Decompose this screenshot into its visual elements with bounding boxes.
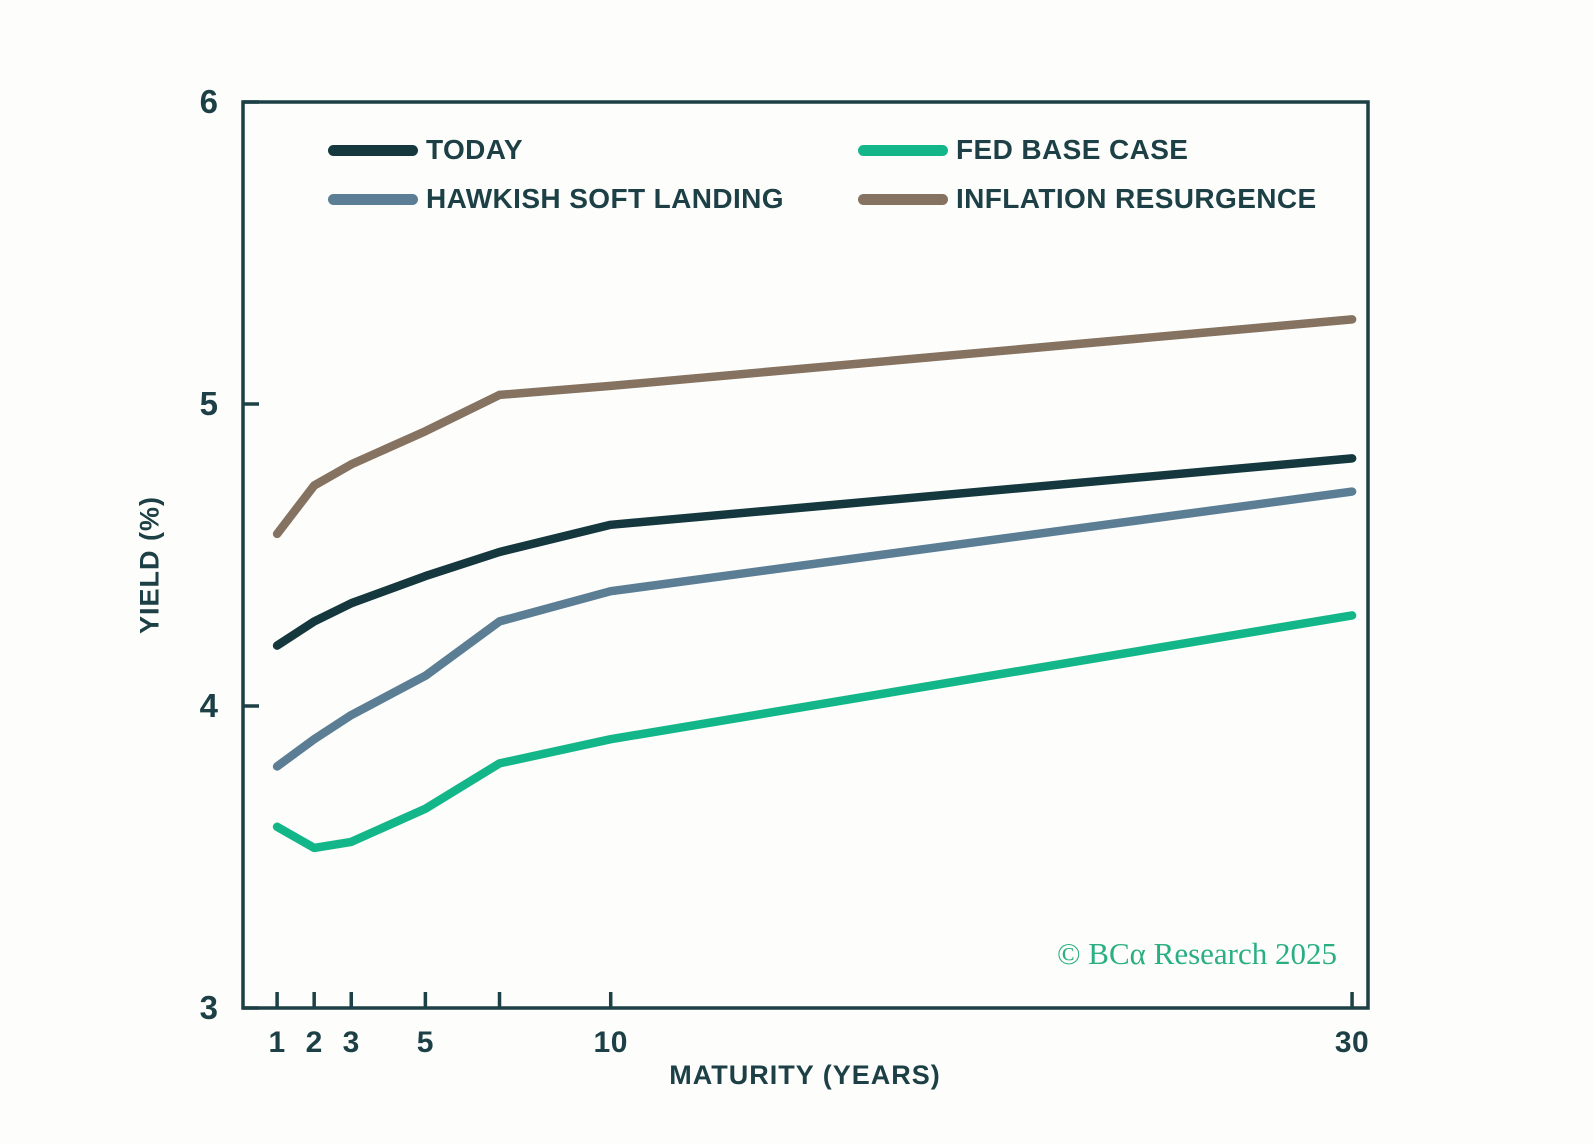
y-tick-label-6: 6 [199, 83, 218, 120]
series-line-inflation-resurgence [272, 315, 1357, 539]
series-line-fed-base-case [272, 611, 1357, 853]
x-axis-title: MATURITY (YEARS) [669, 1060, 941, 1090]
plot-frame [241, 100, 1370, 1010]
y-tick-label-5: 5 [199, 385, 218, 422]
x-tick-label-1: 1 [268, 1026, 286, 1059]
watermark: © BCα Research 2025 [1057, 936, 1337, 971]
legend-label-today: TODAY [426, 134, 523, 165]
y-tick-label-4: 4 [199, 687, 218, 724]
legend-item-today: TODAY [328, 134, 858, 166]
x-tick-label-2: 2 [305, 1026, 323, 1059]
legend-swatch-fed-base-case [858, 144, 948, 156]
legend-label-fed-base-case: FED BASE CASE [956, 134, 1189, 165]
x-tick-label-30: 30 [1334, 1026, 1370, 1059]
legend-item-hawkish-soft-landing: HAWKISH SOFT LANDING [328, 183, 858, 215]
legend-swatch-today [328, 144, 418, 156]
y-tick-label-3: 3 [199, 989, 218, 1026]
legend-item-inflation-resurgence: INFLATION RESURGENCE [858, 183, 1317, 215]
legend-swatch-hawkish-soft-landing [328, 193, 418, 205]
legend-label-inflation-resurgence: INFLATION RESURGENCE [956, 183, 1317, 214]
x-tick-label-5: 5 [416, 1026, 434, 1059]
legend-item-fed-base-case: FED BASE CASE [858, 134, 1317, 166]
series-line-today [272, 454, 1357, 650]
series-line-hawkish-soft-landing [272, 487, 1357, 771]
legend-swatch-inflation-resurgence [858, 193, 948, 205]
x-tick-label-10: 10 [593, 1026, 628, 1059]
y-axis-title: YIELD (%) [134, 495, 165, 635]
x-tick-label-3: 3 [342, 1026, 360, 1059]
legend-label-hawkish-soft-landing: HAWKISH SOFT LANDING [426, 183, 784, 214]
legend: TODAY FED BASE CASE HAWKISH SOFT LANDING… [328, 134, 1317, 215]
